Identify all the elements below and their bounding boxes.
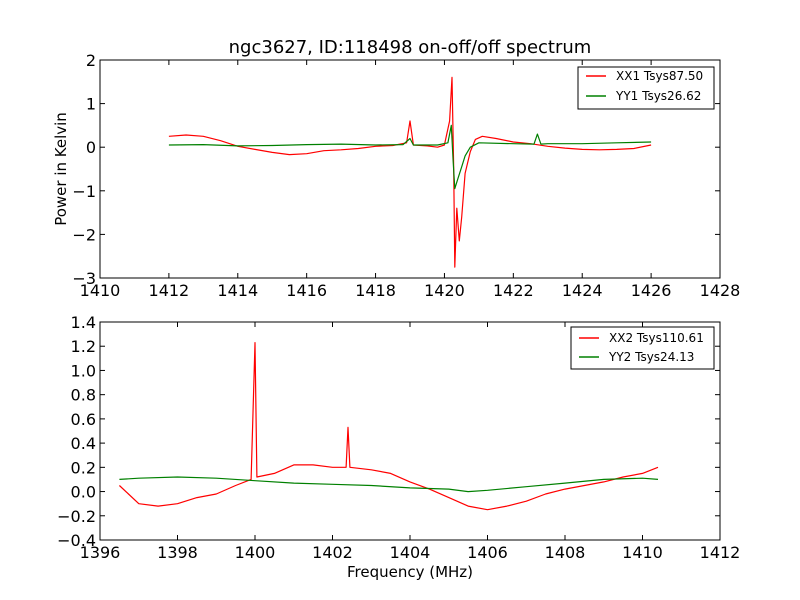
x-tick-label: 1416 [286, 281, 327, 300]
x-tick-label: 1426 [631, 281, 672, 300]
series-line-yy2 [119, 476, 659, 493]
series-layer [168, 76, 652, 268]
series-line-yy1 [168, 124, 652, 190]
x-ticks: 1410 1412 1414 1416 1418 1420 1422 1424 1426 1428 [80, 60, 741, 300]
x-axis-label: Frequency (MHz) [347, 563, 473, 581]
y-tick-label: −0.2 [57, 507, 96, 526]
chart-title: ngc3627, ID:118498 on-off/off spectrum [229, 37, 592, 58]
y-tick-label: 0.8 [71, 386, 96, 405]
y-tick-label: 1.2 [71, 337, 96, 356]
x-tick-label: 1408 [545, 543, 586, 562]
x-tick-label: 1402 [312, 543, 353, 562]
y-tick-label: 1 [86, 95, 96, 114]
legend-box [577, 66, 715, 110]
y-tick-label: −0.4 [57, 531, 96, 550]
y-tick-label: 0 [86, 138, 96, 157]
x-ticks: 1396 1398 1400 1402 1404 1406 1408 1410 1412 [80, 322, 741, 562]
y-tick-label: 0.0 [71, 483, 96, 502]
bottom-panel: 1396 1398 1400 1402 1404 1406 1408 1410 1412 −0.… [57, 313, 740, 581]
x-tick-label: 1406 [467, 543, 508, 562]
y-tick-label: 1.0 [71, 361, 96, 380]
legend-label-xx2: XX2 Tsys110.61 [609, 331, 704, 345]
x-tick-label: 1404 [390, 543, 431, 562]
y-tick-label: 2 [86, 51, 96, 70]
y-tick-label: −1 [72, 182, 96, 201]
legend: XX2 Tsys110.61 YY2 Tsys24.13 [570, 326, 715, 370]
legend-label-yy2: YY2 Tsys24.13 [608, 350, 694, 364]
x-tick-label: 1398 [157, 543, 198, 562]
y-tick-label: 0.2 [71, 458, 96, 477]
x-tick-label: 1422 [493, 281, 534, 300]
legend-label-xx1: XX1 Tsys87.50 [616, 69, 703, 83]
x-tick-label: 1414 [217, 281, 258, 300]
series-line-xx1 [168, 76, 652, 268]
x-tick-label: 1424 [562, 281, 603, 300]
y-tick-label: −2 [72, 225, 96, 244]
top-panel: ngc3627, ID:118498 on-off/off spectrum P… [52, 37, 740, 300]
legend-box [570, 326, 715, 370]
y-ticks: −0.4 −0.2 0.0 0.2 0.4 0.6 0.8 1.0 1.2 1.4 [57, 313, 720, 550]
y-tick-label: −3 [72, 269, 96, 288]
x-tick-label: 1420 [424, 281, 465, 300]
y-axis-label: Power in Kelvin [52, 112, 70, 226]
x-tick-label: 1428 [700, 281, 741, 300]
x-tick-label: 1410 [622, 543, 663, 562]
x-tick-label: 1418 [355, 281, 396, 300]
x-tick-label: 1410 [80, 281, 121, 300]
x-tick-label: 1412 [700, 543, 741, 562]
y-tick-label: 0.6 [71, 410, 96, 429]
x-tick-label: 1400 [235, 543, 276, 562]
y-tick-label: 0.4 [71, 434, 96, 453]
series-layer [118, 342, 659, 511]
y-ticks: −3 −2 −1 0 1 2 [72, 51, 720, 288]
x-tick-label: 1412 [149, 281, 190, 300]
legend: XX1 Tsys87.50 YY1 Tsys26.62 [577, 66, 715, 110]
legend-label-yy1: YY1 Tsys26.62 [615, 89, 701, 103]
series-line-xx2 [118, 342, 659, 511]
y-tick-label: 1.4 [71, 313, 96, 332]
x-tick-label: 1396 [80, 543, 121, 562]
